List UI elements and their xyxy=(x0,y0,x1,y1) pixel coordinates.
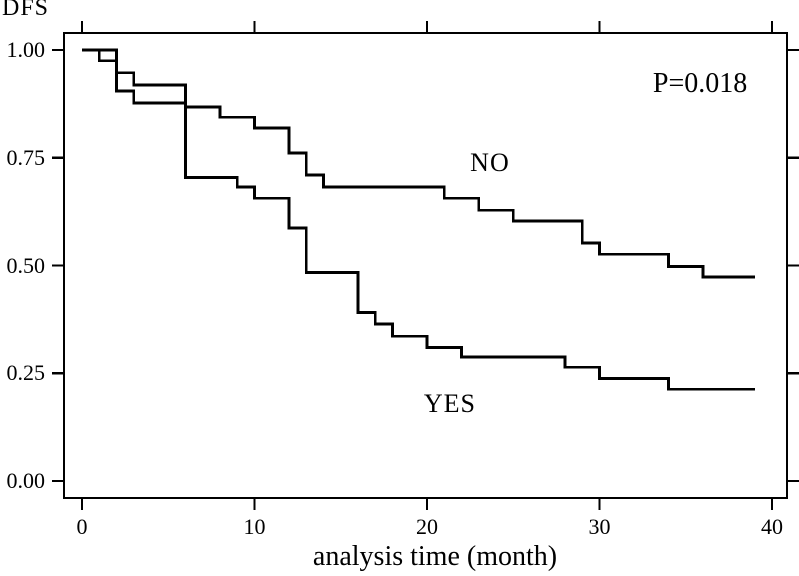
no-curve-label: NO xyxy=(470,147,510,177)
yes-curve-label: YES xyxy=(423,388,476,418)
x-tick-label: 0 xyxy=(76,514,88,539)
y-tick-label: 0.25 xyxy=(6,360,46,386)
x-tick-label: 40 xyxy=(761,514,783,539)
x-axis-title: analysis time (month) xyxy=(312,541,558,572)
x-tick-label: 20 xyxy=(416,514,438,539)
y-tick-label: 0.50 xyxy=(6,252,46,278)
x-tick-label: 10 xyxy=(243,514,266,539)
y-axis-title: DFS xyxy=(2,0,50,21)
y-tick-label: 0.75 xyxy=(6,144,46,170)
p-value-annotation: P=0.018 xyxy=(652,68,748,100)
no-survival-curve xyxy=(82,48,755,279)
y-tick-label: 0.00 xyxy=(6,468,46,493)
x-tick-label: 30 xyxy=(588,514,611,539)
yes-survival-curve xyxy=(82,48,755,391)
y-tick-label: 1.00 xyxy=(6,37,46,62)
